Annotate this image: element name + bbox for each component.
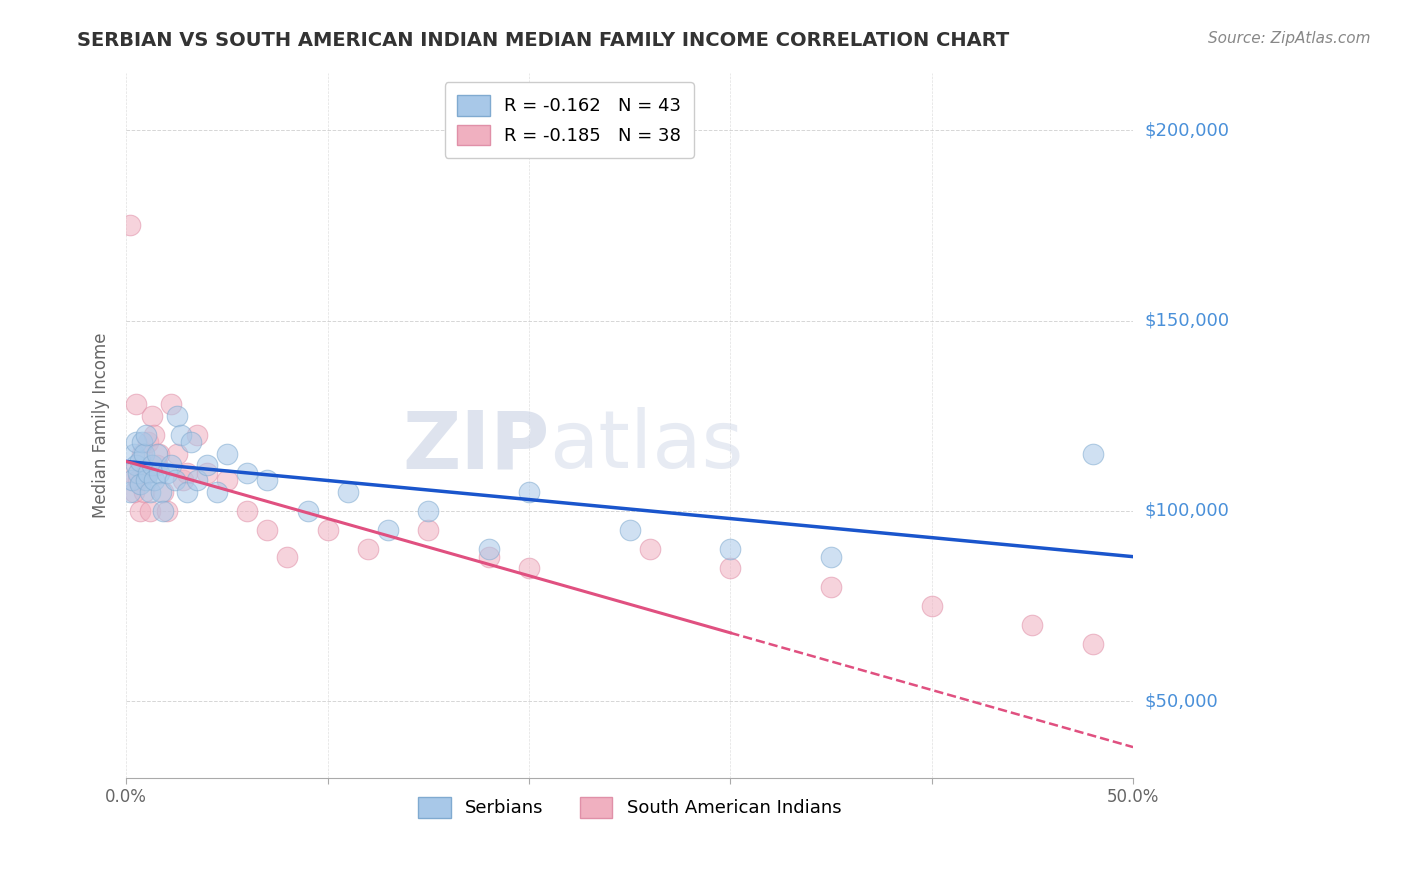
Point bbox=[139, 504, 162, 518]
Point bbox=[134, 484, 156, 499]
Point bbox=[517, 561, 540, 575]
Point bbox=[316, 523, 339, 537]
Point bbox=[186, 474, 208, 488]
Point bbox=[145, 447, 167, 461]
Text: $100,000: $100,000 bbox=[1144, 502, 1229, 520]
Text: SERBIAN VS SOUTH AMERICAN INDIAN MEDIAN FAMILY INCOME CORRELATION CHART: SERBIAN VS SOUTH AMERICAN INDIAN MEDIAN … bbox=[77, 31, 1010, 50]
Point bbox=[163, 474, 186, 488]
Point bbox=[159, 397, 181, 411]
Point bbox=[336, 484, 359, 499]
Point bbox=[131, 447, 153, 461]
Point bbox=[195, 466, 218, 480]
Point bbox=[176, 484, 198, 499]
Point bbox=[124, 447, 146, 461]
Point bbox=[166, 409, 188, 423]
Point bbox=[129, 477, 152, 491]
Point bbox=[169, 427, 191, 442]
Point bbox=[820, 549, 842, 564]
Point bbox=[120, 219, 142, 233]
Point bbox=[131, 435, 153, 450]
Point bbox=[143, 427, 166, 442]
Point bbox=[135, 474, 157, 488]
Point bbox=[139, 484, 162, 499]
Text: $50,000: $50,000 bbox=[1144, 692, 1218, 710]
Point bbox=[129, 504, 152, 518]
Point bbox=[135, 466, 157, 480]
Point bbox=[418, 523, 440, 537]
Point bbox=[718, 542, 741, 557]
Point bbox=[127, 474, 149, 488]
Point bbox=[478, 542, 501, 557]
Point bbox=[638, 542, 661, 557]
Point bbox=[180, 435, 202, 450]
Point bbox=[155, 466, 177, 480]
Point bbox=[205, 484, 228, 499]
Point bbox=[149, 484, 172, 499]
Point bbox=[134, 447, 156, 461]
Text: ZIP: ZIP bbox=[402, 408, 550, 485]
Point bbox=[195, 458, 218, 473]
Point bbox=[418, 504, 440, 518]
Legend: Serbians, South American Indians: Serbians, South American Indians bbox=[411, 789, 848, 825]
Point bbox=[478, 549, 501, 564]
Point bbox=[619, 523, 641, 537]
Point bbox=[166, 447, 188, 461]
Point bbox=[124, 484, 146, 499]
Point bbox=[120, 484, 142, 499]
Point bbox=[820, 580, 842, 594]
Point bbox=[141, 458, 163, 473]
Point bbox=[1021, 618, 1043, 632]
Text: $150,000: $150,000 bbox=[1144, 311, 1229, 329]
Point bbox=[125, 435, 148, 450]
Point bbox=[129, 454, 152, 468]
Point bbox=[517, 484, 540, 499]
Point bbox=[921, 599, 943, 614]
Y-axis label: Median Family Income: Median Family Income bbox=[93, 333, 110, 518]
Point bbox=[125, 458, 148, 473]
Point bbox=[121, 466, 143, 480]
Point bbox=[377, 523, 399, 537]
Point bbox=[186, 427, 208, 442]
Point bbox=[297, 504, 319, 518]
Point bbox=[276, 549, 298, 564]
Point bbox=[125, 397, 148, 411]
Point bbox=[1081, 447, 1104, 461]
Text: atlas: atlas bbox=[550, 408, 744, 485]
Point bbox=[148, 466, 170, 480]
Point bbox=[172, 474, 194, 488]
Point bbox=[141, 409, 163, 423]
Point bbox=[121, 474, 143, 488]
Point bbox=[152, 504, 174, 518]
Point bbox=[155, 504, 177, 518]
Point bbox=[256, 474, 278, 488]
Point bbox=[718, 561, 741, 575]
Point bbox=[256, 523, 278, 537]
Point bbox=[152, 484, 174, 499]
Text: Source: ZipAtlas.com: Source: ZipAtlas.com bbox=[1208, 31, 1371, 46]
Point bbox=[159, 458, 181, 473]
Point bbox=[138, 435, 160, 450]
Point bbox=[1081, 637, 1104, 651]
Point bbox=[236, 466, 259, 480]
Point bbox=[135, 427, 157, 442]
Point bbox=[127, 466, 149, 480]
Point bbox=[176, 466, 198, 480]
Point bbox=[148, 447, 170, 461]
Point bbox=[215, 474, 238, 488]
Point bbox=[215, 447, 238, 461]
Point bbox=[145, 458, 167, 473]
Point bbox=[236, 504, 259, 518]
Point bbox=[357, 542, 380, 557]
Point bbox=[143, 474, 166, 488]
Text: $200,000: $200,000 bbox=[1144, 121, 1229, 139]
Point bbox=[138, 466, 160, 480]
